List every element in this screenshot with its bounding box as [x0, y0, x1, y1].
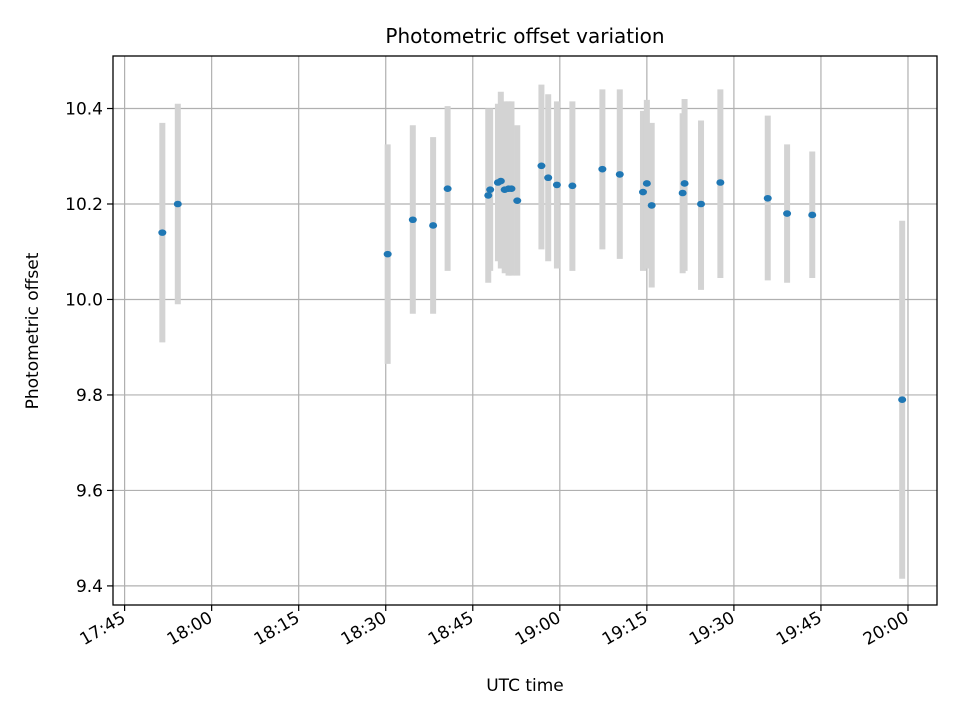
data-point: [544, 174, 553, 182]
data-point: [383, 250, 392, 258]
data-point: [783, 210, 792, 217]
data-point: [642, 180, 651, 187]
y-tick-label: 10.4: [65, 100, 103, 120]
data-point: [496, 177, 505, 185]
plot-frame: [112, 55, 938, 606]
data-point: [486, 186, 495, 193]
data-point: [763, 194, 772, 202]
data-point: [552, 181, 561, 189]
data-point: [898, 396, 907, 404]
y-tick-label: 10.2: [65, 195, 103, 215]
y-axis-title: Photometric offset: [23, 252, 43, 409]
data-point: [808, 211, 817, 219]
y-tick-label: 9.4: [76, 577, 103, 597]
data-point: [173, 200, 182, 208]
data-point: [443, 185, 452, 193]
data-point: [408, 216, 417, 224]
y-tick-label: 10.0: [65, 290, 103, 310]
data-point: [598, 165, 607, 173]
data-point: [513, 197, 522, 204]
data-points: [158, 162, 907, 404]
y-tick-label: 9.6: [76, 481, 103, 501]
data-point: [507, 185, 516, 193]
data-point: [615, 171, 624, 178]
data-point: [678, 189, 687, 197]
y-axis-ticks: 9.4 9.6 9.8 10.0 10.2 10.4: [65, 100, 113, 597]
data-point: [697, 200, 706, 208]
x-axis-title: UTC time: [486, 676, 564, 696]
data-point: [647, 202, 656, 209]
data-point: [638, 188, 647, 196]
data-point: [484, 192, 493, 199]
data-point: [716, 179, 725, 186]
data-point: [158, 229, 167, 236]
data-point: [680, 180, 689, 187]
grid-lines: [113, 56, 937, 605]
data-point: [537, 162, 546, 170]
data-point: [568, 182, 577, 190]
y-tick-label: 9.8: [76, 386, 103, 406]
chart-title: Photometric offset variation: [385, 24, 664, 48]
data-point: [429, 222, 438, 229]
